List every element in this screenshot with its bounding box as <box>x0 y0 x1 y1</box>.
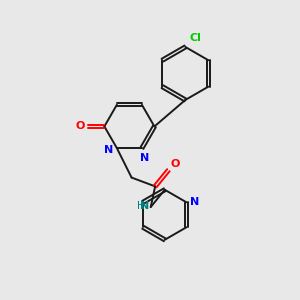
Text: O: O <box>171 159 180 169</box>
Text: N: N <box>140 152 149 163</box>
Text: Cl: Cl <box>190 33 202 43</box>
Text: O: O <box>75 122 85 131</box>
Text: N: N <box>190 197 199 207</box>
Text: H: H <box>136 200 144 211</box>
Text: N: N <box>104 145 113 154</box>
Text: N: N <box>140 200 149 211</box>
